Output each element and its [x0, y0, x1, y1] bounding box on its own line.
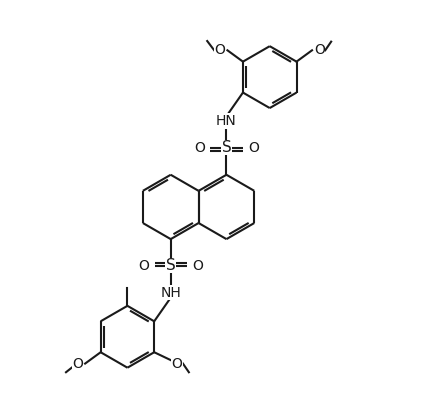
- Text: S: S: [166, 258, 176, 273]
- Text: O: O: [72, 357, 83, 371]
- Text: O: O: [139, 259, 149, 273]
- Text: S: S: [222, 140, 232, 155]
- Text: O: O: [192, 259, 203, 273]
- Text: HN: HN: [216, 114, 237, 128]
- Text: NH: NH: [160, 286, 181, 300]
- Text: O: O: [194, 141, 205, 155]
- Text: O: O: [248, 141, 259, 155]
- Text: O: O: [215, 43, 226, 57]
- Text: O: O: [314, 43, 325, 57]
- Text: O: O: [172, 357, 183, 371]
